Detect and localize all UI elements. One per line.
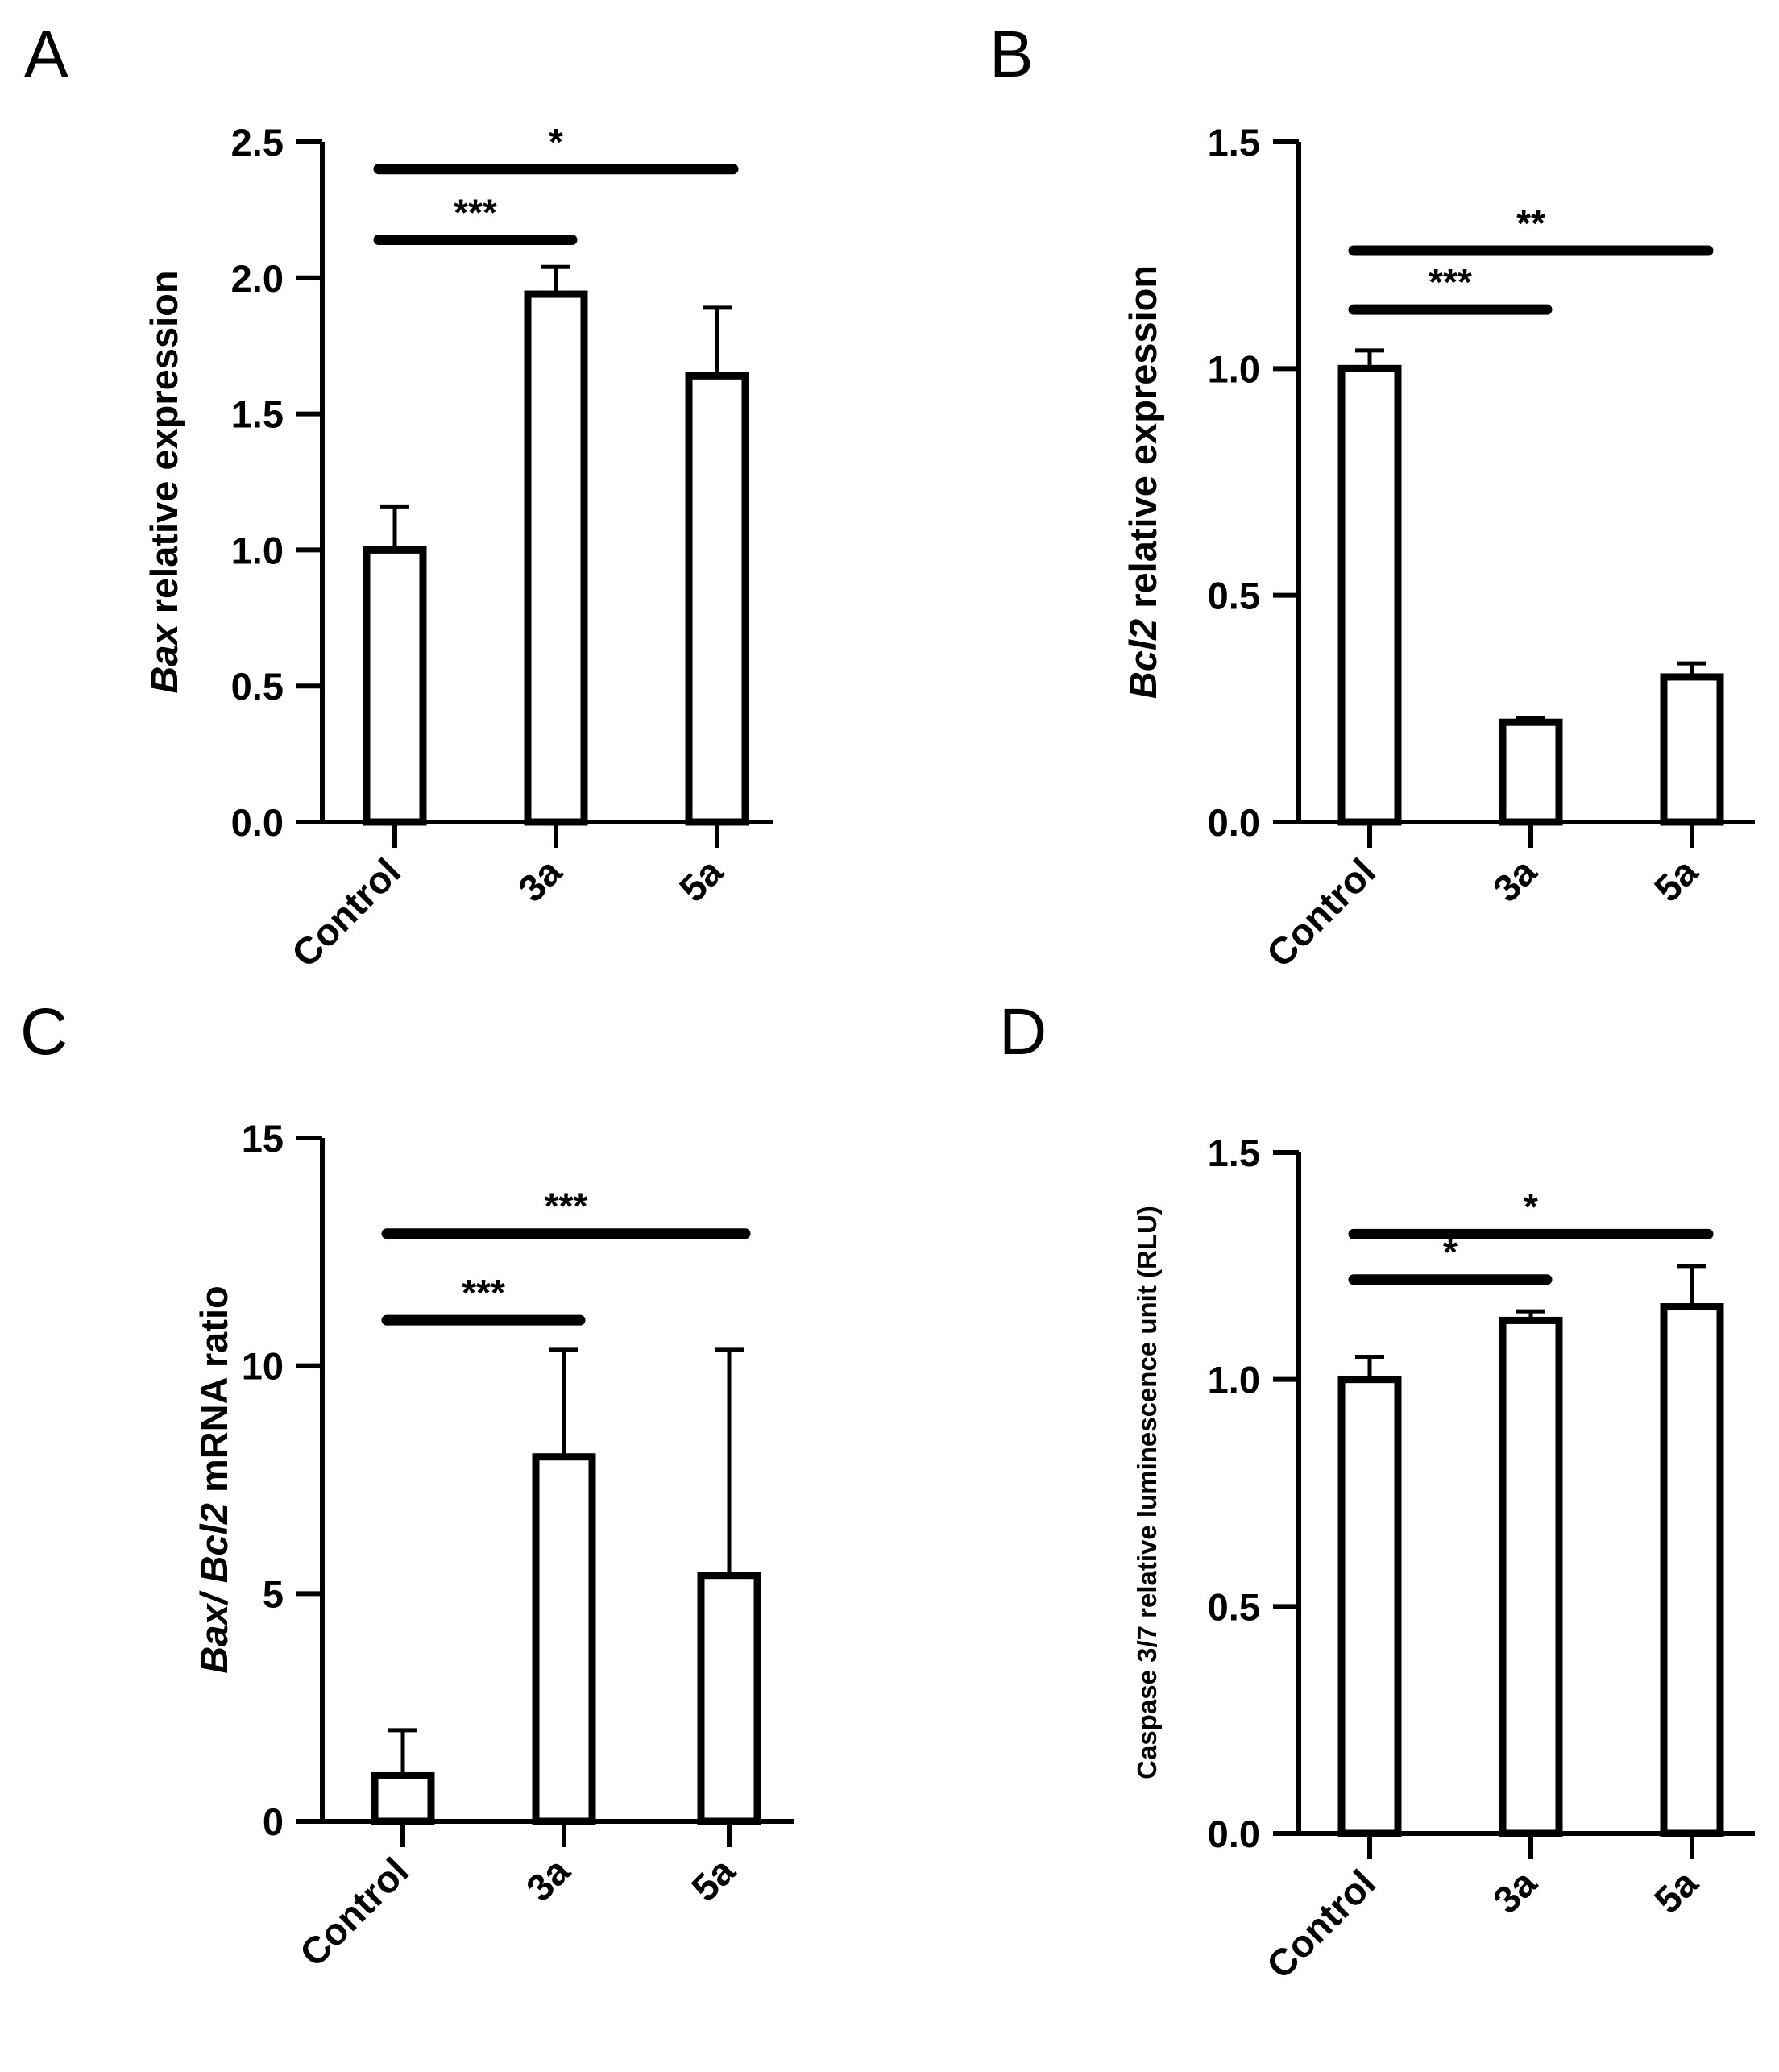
significance-label: * <box>549 121 563 163</box>
bar-3a <box>1499 1316 1563 1837</box>
panel-letter: B <box>989 18 1034 91</box>
y-tick-label: 0.5 <box>1208 1585 1260 1628</box>
y-tick-label: 0.0 <box>1208 801 1260 844</box>
significance-label: * <box>1524 1185 1538 1227</box>
y-axis-label-text: mRNA ratio <box>193 1285 235 1503</box>
y-tick-label: 0.5 <box>1208 575 1260 617</box>
bar-3a <box>524 290 588 826</box>
category-label: Control <box>1258 850 1383 976</box>
category-label: 5a <box>1646 849 1706 910</box>
significance-label: ** <box>1516 202 1545 244</box>
bar-5a <box>1660 673 1724 826</box>
y-tick-label: 5 <box>263 1572 284 1615</box>
significance-label: * <box>1443 1231 1458 1273</box>
y-tick-label: 1.0 <box>231 529 284 571</box>
y-axis-label-gene: Bax/ Bcl2 <box>193 1503 235 1674</box>
y-axis-label-text: Caspase 3/7 relative luminescence unit (… <box>1132 1206 1162 1779</box>
category-label: 5a <box>671 849 732 910</box>
y-tick-label: 1.0 <box>1208 347 1260 390</box>
y-tick-label: 0.0 <box>1208 1812 1260 1855</box>
y-axis-label: Bcl2 relative expression <box>1122 265 1164 699</box>
panel-letter: C <box>20 995 68 1069</box>
y-tick-label: 0.0 <box>231 801 284 844</box>
panel-letter: D <box>999 995 1047 1069</box>
bar-3a <box>1499 718 1563 826</box>
y-tick-label: 1.5 <box>231 393 284 436</box>
y-axis-label-text: relative expression <box>1122 265 1164 619</box>
y-axis-label: Bax/ Bcl2 mRNA ratio <box>193 1285 235 1673</box>
bar-control <box>363 546 427 826</box>
category-label: 3a <box>518 1849 578 1909</box>
category-label: 3a <box>1485 849 1545 910</box>
y-tick-label: 0.5 <box>231 665 284 708</box>
bar-5a <box>685 372 749 826</box>
bar-control <box>1337 1376 1402 1837</box>
category-label: 3a <box>1485 1861 1545 1921</box>
bar-3a <box>532 1453 596 1825</box>
significance-label: *** <box>1429 261 1472 303</box>
bar-control <box>371 1771 435 1825</box>
category-label: Control <box>1258 1862 1383 1987</box>
y-axis-label-gene: Bax <box>143 622 185 693</box>
y-tick-label: 0 <box>263 1800 284 1843</box>
panel-letter: A <box>24 18 68 91</box>
bar-control <box>1337 364 1402 826</box>
significance-label: *** <box>545 1185 588 1227</box>
category-label: Control <box>291 1850 417 1975</box>
y-tick-label: 1.0 <box>1208 1359 1260 1401</box>
category-label: 3a <box>510 849 570 910</box>
category-label: 5a <box>1646 1861 1706 1921</box>
y-axis-label-text: relative expression <box>143 270 185 624</box>
y-tick-label: 2.5 <box>231 121 284 164</box>
category-label: 5a <box>683 1849 744 1909</box>
significance-label: *** <box>462 1272 505 1314</box>
y-axis-label-gene: Bcl2 <box>1122 619 1164 699</box>
y-tick-label: 1.5 <box>1208 121 1260 164</box>
y-axis-label: Bax relative expression <box>143 270 185 693</box>
bar-5a <box>697 1572 761 1825</box>
category-label: Control <box>283 850 408 976</box>
panel-c: C 0 5 10 15 Control 3a 5a *** *** Bax/ Bcl2 mRNA r… <box>20 995 794 1974</box>
bar-5a <box>1660 1303 1724 1837</box>
y-tick-label: 1.5 <box>1208 1132 1260 1174</box>
y-tick-label: 15 <box>242 1117 284 1160</box>
y-axis-label: Caspase 3/7 relative luminescence unit (… <box>1132 1206 1162 1779</box>
y-tick-label: 10 <box>242 1345 284 1388</box>
significance-label: *** <box>454 192 497 234</box>
y-tick-label: 2.0 <box>231 257 284 300</box>
panel-d: D 0.0 0.5 1.0 1.5 Control 3a 5a * * Caspase 3/7 re… <box>999 995 1755 1987</box>
